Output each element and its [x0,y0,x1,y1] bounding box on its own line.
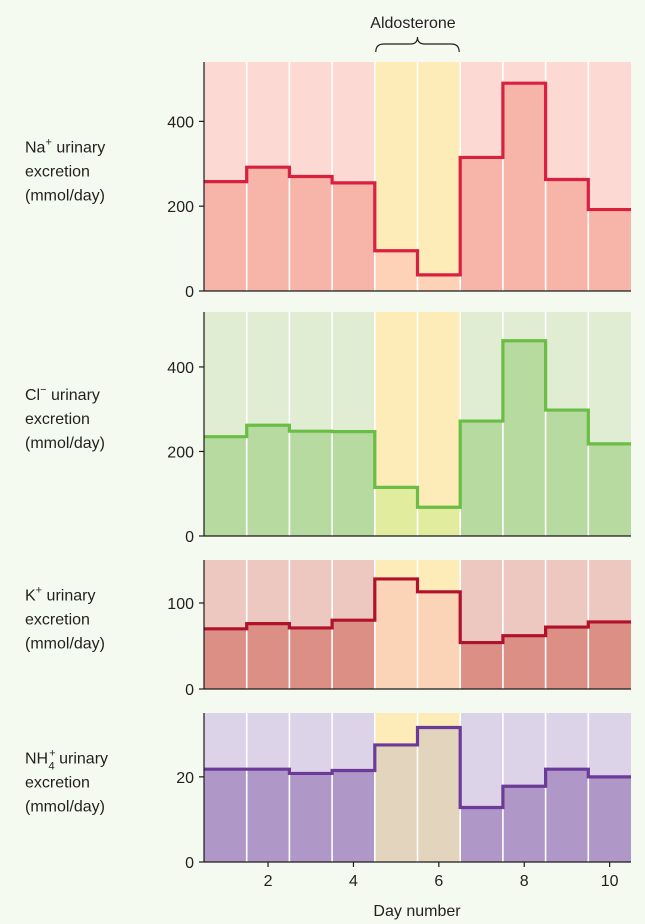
bar-day-5 [374,487,418,536]
bar-day-8 [502,786,546,862]
bar-day-7 [460,421,503,536]
bar-day-6 [417,727,461,862]
bar-day-3 [289,176,333,291]
x-axis-label: Day number [373,903,461,920]
panel-na: 0 200 400 Na+ urinary excretion (mmol/day) [25,62,631,301]
y-tick-label: 200 [167,444,194,461]
y-tick-label: 0 [185,682,194,699]
bar-day-9 [545,410,589,536]
ion-charge: + [36,585,42,597]
ion-symbol: Cl [25,387,40,404]
bar-day-1 [204,436,247,536]
bar-day-10 [588,621,631,689]
series-label-line-3: (mmol/day) [25,188,105,205]
label-suffix: urinary [47,387,100,404]
series-label-line-2: excretion [25,164,90,181]
bar-day-6 [417,274,461,291]
ion-symbol: NH [25,751,48,768]
y-tick-label: 0 [185,529,194,546]
ion-subscript: 4 [49,761,55,773]
x-tick-label: 6 [434,873,443,890]
bar-day-3 [289,431,333,536]
bar-day-8 [502,340,546,536]
series-label-line-3: (mmol/day) [25,435,105,452]
y-tick-label: 100 [167,596,194,613]
bar-day-5 [374,744,418,862]
y-tick-label: 20 [176,770,194,787]
bar-day-9 [545,179,589,291]
series-label-line-1: Cl− urinary [25,384,100,404]
panel-nh4: 0 20 NH+ 4 urinary excretion (mmol/day) [25,713,631,872]
series-step-line [204,81,631,277]
bar-day-2 [246,769,290,862]
ion-symbol: Na [25,140,46,157]
bar-day-4 [332,182,375,291]
series-label-line-1: NH+ 4 urinary [25,748,108,773]
bar-day-5 [374,578,418,689]
aldosterone-annotation: Aldosterone [370,15,455,32]
series-label-line-2: excretion [25,775,90,792]
bar-day-9 [545,627,589,689]
series-label-line-1: Na+ urinary [25,137,105,157]
series-step-line [204,577,631,645]
bar-day-10 [588,776,631,862]
bar-day-2 [246,167,290,291]
y-tick-label: 400 [167,114,194,131]
bar-day-4 [332,431,375,536]
bar-day-8 [502,83,546,291]
bar-day-2 [246,623,290,689]
bar-day-6 [417,591,461,689]
series-label-line-2: excretion [25,612,90,629]
ion-charge: − [40,384,46,396]
series-step-line [204,339,631,509]
series-label-line-1: K+ urinary [25,585,95,605]
bar-day-10 [588,443,631,536]
bar-day-1 [204,181,247,291]
series-label-line-3: (mmol/day) [25,799,105,816]
panel-cl: 0 200 400 Cl− urinary excretion (mmol/day) [25,312,631,546]
x-tick-label: 4 [349,873,358,890]
ion-charge: + [45,137,51,149]
label-suffix: urinary [42,588,95,605]
bar-day-2 [246,425,290,536]
series-step-line [204,725,631,810]
bar-day-5 [374,250,418,291]
y-tick-label: 400 [167,360,194,377]
x-tick-label: 2 [264,873,273,890]
panel-k: 0 100 K+ urinary excretion (mmol/day) [25,560,631,699]
bar-day-9 [545,769,589,862]
series-label-line-2: excretion [25,411,90,428]
bar-day-10 [588,209,631,291]
y-tick-label: 0 [185,855,194,872]
bar-day-4 [332,770,375,862]
aldosterone-brace [375,36,460,53]
bar-day-7 [460,157,503,291]
y-tick-label: 0 [185,284,194,301]
series-label-line-3: (mmol/day) [25,636,105,653]
ion-symbol: K [25,588,36,605]
bar-day-3 [289,773,333,862]
bar-day-3 [289,627,333,689]
bar-day-1 [204,769,247,862]
bar-day-8 [502,635,546,689]
label-suffix: urinary [55,751,108,768]
bar-day-4 [332,620,375,689]
label-suffix: urinary [52,140,105,157]
y-tick-label: 200 [167,199,194,216]
bar-day-7 [460,642,503,689]
bar-day-1 [204,628,247,689]
bar-day-6 [417,507,461,536]
x-tick-label: 8 [520,873,529,890]
x-axis: 2 4 6 8 10 [264,862,619,890]
x-tick-label: 10 [601,873,619,890]
bar-day-7 [460,807,503,862]
ion-charge: + [49,748,55,760]
